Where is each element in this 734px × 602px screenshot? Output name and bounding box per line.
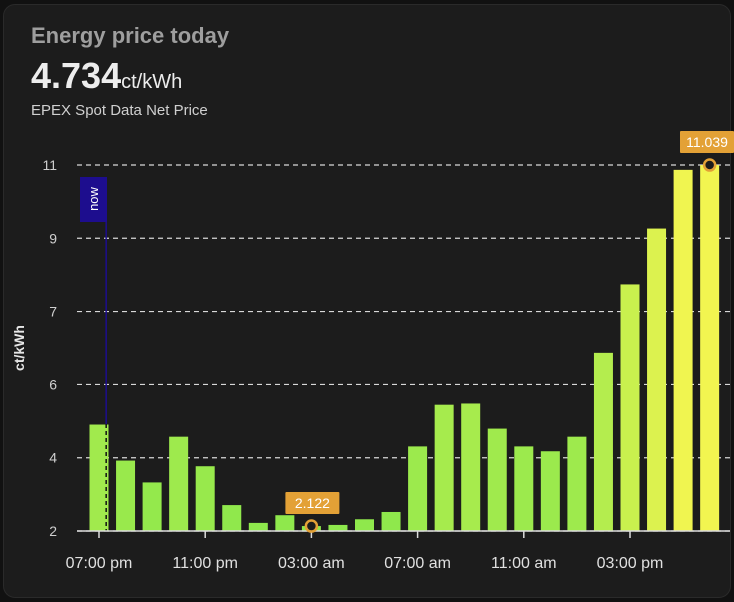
price-bar xyxy=(700,165,720,532)
price-bar xyxy=(328,524,348,531)
price-bar xyxy=(620,284,640,531)
price-bar xyxy=(142,482,162,531)
price-bar xyxy=(89,424,109,531)
price-bar xyxy=(593,352,613,531)
x-tick-label: 07:00 am xyxy=(384,555,451,572)
price-bar xyxy=(514,446,534,531)
x-tick-label: 11:00 am xyxy=(491,555,557,572)
price-bar xyxy=(647,228,667,532)
price-bar xyxy=(381,511,401,531)
price-bar xyxy=(222,505,242,531)
price-bar xyxy=(355,519,374,531)
now-label-box xyxy=(80,177,107,222)
y-tick-label: 4 xyxy=(49,450,57,466)
price-bar xyxy=(275,515,295,531)
price-unit: ct/kWh xyxy=(121,71,183,93)
price-bar xyxy=(169,436,189,531)
y-tick-label: 11 xyxy=(42,157,57,173)
price-bar xyxy=(248,522,268,531)
y-tick-label: 6 xyxy=(49,376,57,392)
max-annotation-label: 11.039 xyxy=(686,134,728,150)
price-bar xyxy=(461,403,481,531)
y-tick-label: 7 xyxy=(49,304,57,320)
card-subtitle: EPEX Spot Data Net Price xyxy=(31,102,208,119)
price-bar xyxy=(487,428,507,531)
min-annotation-label: 2.122 xyxy=(295,495,330,511)
y-tick-label: 2 xyxy=(49,523,57,539)
price-bar xyxy=(116,460,136,531)
price-bar xyxy=(408,446,428,531)
price-bar xyxy=(567,436,587,531)
max-annotation-box xyxy=(680,131,734,154)
min-annotation-marker xyxy=(304,519,319,533)
card-title: Energy price today xyxy=(31,23,230,48)
y-tick-label: 9 xyxy=(49,230,57,246)
y-axis-label: ct/kWh xyxy=(11,325,27,371)
x-tick-label: 11:00 pm xyxy=(172,555,238,572)
price-bar xyxy=(434,404,454,531)
now-label: now xyxy=(86,186,101,210)
price-bar xyxy=(540,451,560,531)
x-tick-label: 03:00 am xyxy=(278,555,345,572)
x-tick-label: 07:00 pm xyxy=(66,555,133,572)
current-price: 4.734ct/kWh xyxy=(31,55,182,97)
x-tick-label: 03:00 pm xyxy=(597,555,664,572)
price-value: 4.734 xyxy=(31,55,122,96)
min-annotation-box xyxy=(285,492,340,515)
max-annotation-marker xyxy=(702,158,717,172)
price-bar xyxy=(195,466,215,531)
price-bar xyxy=(673,169,693,532)
